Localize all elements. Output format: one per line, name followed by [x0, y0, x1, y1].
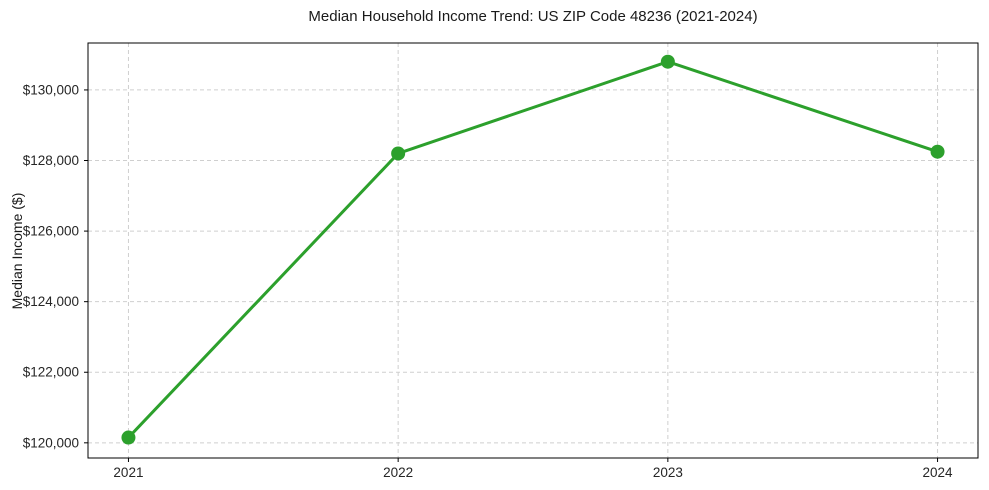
- trend-line: [126, 60, 940, 440]
- axes-frame: [87, 42, 979, 459]
- x-tick-label: 2022: [383, 465, 413, 480]
- x-tick-label: 2024: [923, 465, 954, 480]
- x-tick-label: 2023: [653, 465, 683, 480]
- y-tick-label: $122,000: [23, 365, 79, 380]
- y-tick-label: $120,000: [23, 435, 79, 450]
- x-tick-label: 2021: [113, 465, 143, 480]
- y-tick-label: $130,000: [23, 82, 79, 97]
- chart-title: Median Household Income Trend: US ZIP Co…: [308, 8, 758, 25]
- data-point-marker: [930, 144, 945, 159]
- y-tick-label: $126,000: [23, 224, 79, 239]
- data-point-marker: [660, 54, 675, 69]
- data-point-marker: [391, 146, 406, 161]
- data-point-marker: [121, 430, 136, 445]
- y-tick-label: $124,000: [23, 294, 79, 309]
- y-tick-label: $128,000: [23, 153, 79, 168]
